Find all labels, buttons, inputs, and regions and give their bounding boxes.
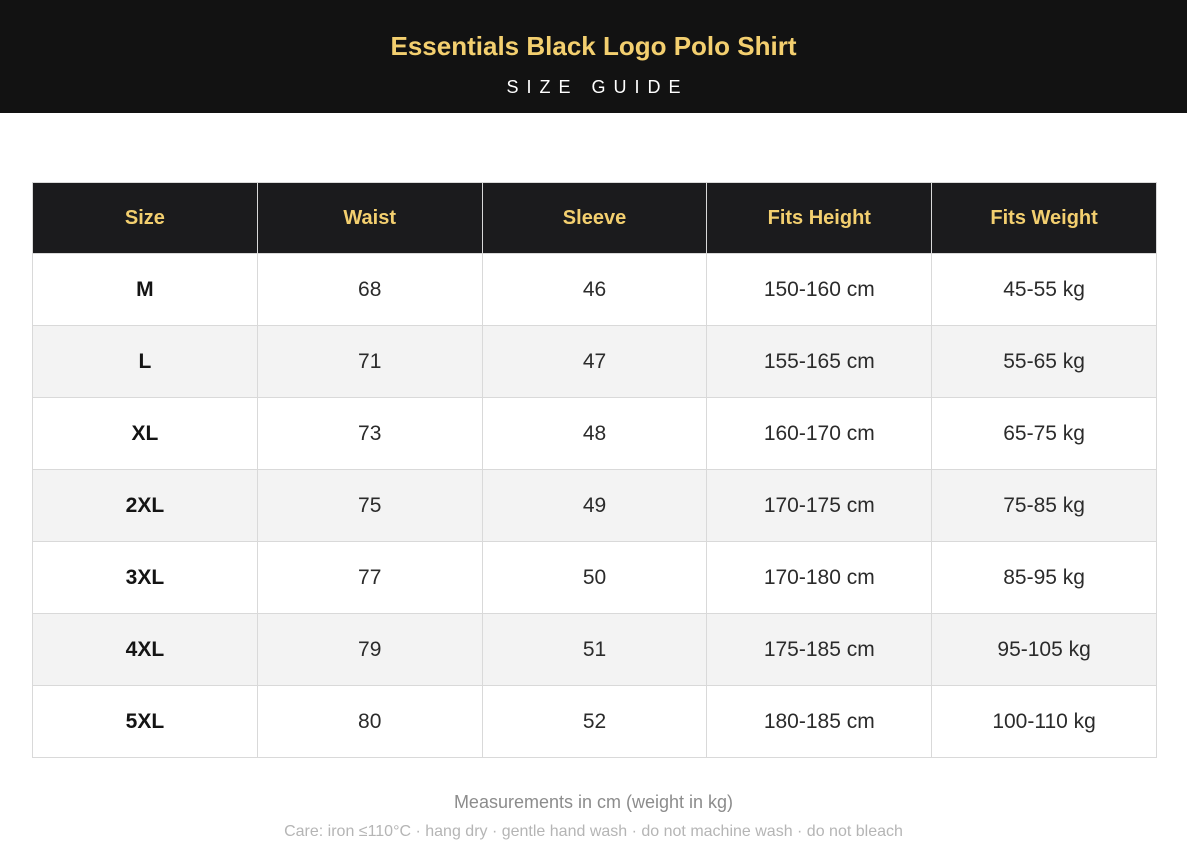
size-cell: XL	[32, 397, 258, 470]
product-title: Essentials Black Logo Polo Shirt	[390, 31, 797, 61]
table-row: XL 73 48 160-170 cm 65-75 kg	[32, 397, 1157, 470]
table-row: 5XL 80 52 180-185 cm 100-110 kg	[32, 685, 1157, 758]
waist-cell: 75	[256, 469, 483, 542]
fits-height-cell: 170-180 cm	[706, 541, 933, 614]
column-header-size: Size	[32, 182, 258, 254]
care-instructions: Care: iron ≤110°C · hang dry · gentle ha…	[284, 823, 903, 840]
sleeve-cell: 51	[481, 613, 708, 686]
fits-weight-cell: 45-55 kg	[931, 253, 1157, 326]
column-header-sleeve: Sleeve	[481, 182, 708, 254]
fits-height-cell: 180-185 cm	[706, 685, 933, 758]
table-row: L 71 47 155-165 cm 55-65 kg	[32, 325, 1157, 398]
fits-weight-cell: 95-105 kg	[931, 613, 1157, 686]
fits-weight-cell: 65-75 kg	[931, 397, 1157, 470]
table-row: 4XL 79 51 175-185 cm 95-105 kg	[32, 613, 1157, 686]
fits-height-cell: 160-170 cm	[706, 397, 933, 470]
sleeve-cell: 48	[481, 397, 708, 470]
table-row: 2XL 75 49 170-175 cm 75-85 kg	[32, 469, 1157, 542]
sleeve-cell: 47	[481, 325, 708, 398]
waist-cell: 71	[256, 325, 483, 398]
waist-cell: 77	[256, 541, 483, 614]
fits-height-cell: 155-165 cm	[706, 325, 933, 398]
size-cell: M	[32, 253, 258, 326]
size-cell: 5XL	[32, 685, 258, 758]
waist-cell: 68	[256, 253, 483, 326]
fits-height-cell: 170-175 cm	[706, 469, 933, 542]
sleeve-cell: 46	[481, 253, 708, 326]
column-header-fits-height: Fits Height	[706, 182, 933, 254]
waist-cell: 73	[256, 397, 483, 470]
column-header-waist: Waist	[256, 182, 483, 254]
fits-weight-cell: 100-110 kg	[931, 685, 1157, 758]
fits-weight-cell: 55-65 kg	[931, 325, 1157, 398]
waist-cell: 79	[256, 613, 483, 686]
size-cell: 3XL	[32, 541, 258, 614]
sleeve-cell: 49	[481, 469, 708, 542]
fits-height-cell: 150-160 cm	[706, 253, 933, 326]
size-cell: 4XL	[32, 613, 258, 686]
sleeve-cell: 50	[481, 541, 708, 614]
measurement-note: Measurements in cm (weight in kg)	[453, 792, 734, 812]
size-table: Size Waist Sleeve Fits Height Fits Weigh…	[32, 182, 1157, 758]
column-header-fits-weight: Fits Weight	[931, 182, 1157, 254]
size-guide-subtitle: SIZE GUIDE	[506, 77, 689, 97]
table-row: 3XL 77 50 170-180 cm 85-95 kg	[32, 541, 1157, 614]
table-header-row: Size Waist Sleeve Fits Height Fits Weigh…	[32, 182, 1157, 254]
sleeve-cell: 52	[481, 685, 708, 758]
fits-weight-cell: 75-85 kg	[931, 469, 1157, 542]
table-row: M 68 46 150-160 cm 45-55 kg	[32, 253, 1157, 326]
waist-cell: 80	[256, 685, 483, 758]
size-cell: L	[32, 325, 258, 398]
header-banner: Essentials Black Logo Polo Shirt SIZE GU…	[0, 0, 1187, 113]
size-cell: 2XL	[32, 469, 258, 542]
fits-height-cell: 175-185 cm	[706, 613, 933, 686]
fits-weight-cell: 85-95 kg	[931, 541, 1157, 614]
